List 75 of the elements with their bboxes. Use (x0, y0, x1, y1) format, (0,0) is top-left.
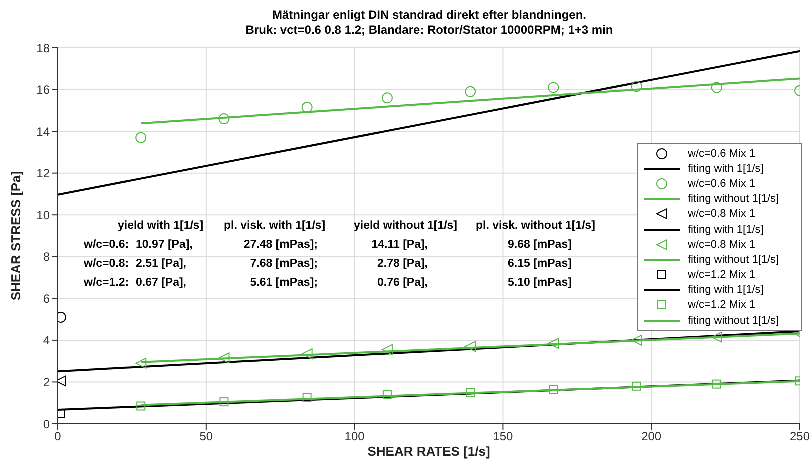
point (631, 334, 642, 346)
legend-label: w/c=0.6 Mix 1 (688, 148, 756, 160)
annotation: 2.78 [Pa], (378, 258, 428, 270)
legend-label: w/c=1.2 Mix 1 (688, 269, 756, 282)
annotation: 9.68 [mPas] (508, 239, 572, 251)
legend-label: fiting with 1[1/s] (688, 284, 764, 296)
annotation: 10.97 [Pa], (136, 239, 193, 251)
annotation: 27.48 [mPas]; (244, 239, 318, 251)
annotation: pl. visk. without 1[1/s] (476, 220, 596, 232)
point (548, 82, 560, 94)
y-tick-label: 0 (43, 417, 50, 432)
x-tick-label: 50 (200, 430, 214, 444)
y-tick-label: 14 (36, 124, 50, 139)
point (466, 388, 476, 398)
annotation: yield without 1[1/s] (354, 220, 458, 232)
x-tick-label: 0 (54, 430, 62, 444)
legend-label: w/c=1.2 Mix 1 (688, 299, 756, 312)
annotation: w/c=0.8: (84, 258, 130, 270)
annotation: w/c=0.6: (84, 239, 130, 251)
point (136, 358, 147, 369)
annotation: 0.76 [Pa], (378, 277, 428, 289)
point (465, 86, 476, 98)
point (382, 92, 393, 104)
point (632, 382, 642, 391)
point (549, 385, 558, 394)
point (302, 348, 313, 360)
point (220, 398, 229, 407)
x-tick-label: 100 (344, 430, 366, 444)
point (218, 114, 230, 125)
y-tick-label: 18 (36, 41, 50, 56)
legend-label: w/c=0.8 Mix 1 (688, 208, 756, 220)
legend-label: fiting with 1[1/s] (688, 162, 764, 175)
chart-title: Mätningar enligt DIN standrad direkt efter blandningen. (271, 8, 588, 23)
point (58, 409, 66, 418)
annotation: 2.51 [Pa], (136, 258, 186, 270)
y-tick-label: 4 (43, 334, 50, 348)
point (711, 332, 722, 343)
annotation: 14.11 [Pa], (372, 239, 428, 251)
x-tick-label: 150 (493, 430, 514, 444)
chart-subtitle: Bruk: vct=0.6 0.8 1.2; Blandare: Rotor/Stator 10000RPM; 1+3 min (244, 23, 614, 38)
point (136, 402, 146, 411)
y-tick-label: 8 (43, 250, 50, 264)
annotation: 0.67 [Pa], (136, 277, 186, 289)
point (382, 390, 392, 400)
annotation: 5.61 [mPas]; (250, 277, 318, 289)
legend-label: w/c=0.6 Mix 1 (688, 178, 756, 190)
y-axis-title: SHEAR STRESS [Pa] (8, 171, 24, 301)
y-tick-label: 10 (36, 208, 50, 222)
annotation: yield with 1[1/s] (118, 220, 204, 232)
legend-label: fiting without 1[1/s] (688, 314, 780, 327)
point (302, 393, 312, 402)
annotation: w/c=1.2: (84, 277, 130, 289)
y-tick-label: 12 (36, 166, 50, 181)
point (382, 344, 393, 356)
point (548, 338, 560, 350)
point (218, 352, 230, 364)
point (465, 341, 476, 352)
legend-label: fiting with 1[1/s] (688, 224, 764, 236)
annotation: 5.10 [mPas] (508, 277, 572, 289)
x-tick-label: 250 (790, 430, 810, 444)
legend-label: fiting without 1[1/s] (688, 193, 780, 206)
annotation: pl. visk. with 1[1/s] (224, 220, 326, 232)
point (712, 380, 722, 389)
y-tick-label: 16 (36, 83, 50, 98)
annotation: 6.15 [mPas] (508, 258, 572, 270)
x-tick-label: 200 (642, 430, 662, 444)
x-axis-title: SHEAR RATES [1/s] (368, 444, 490, 459)
point (136, 132, 147, 144)
legend-label: fiting without 1[1/s] (688, 254, 780, 266)
legend-label: w/c=0.8 Mix 1 (688, 238, 756, 251)
point (631, 81, 642, 92)
y-tick-label: 2 (43, 375, 50, 390)
annotation: 7.68 [mPas]; (250, 258, 318, 270)
point (711, 82, 722, 94)
y-tick-label: 6 (43, 292, 50, 306)
